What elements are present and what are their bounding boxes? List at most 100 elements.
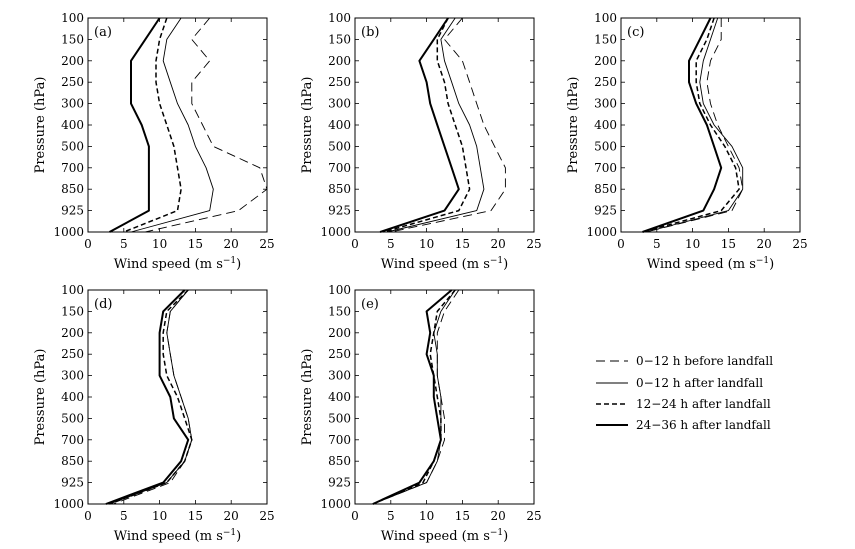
x-tick-label: 25 [792,237,807,251]
y-tick-label: 250 [328,347,351,361]
x-tick-label: 5 [120,237,128,251]
y-tick-label: 200 [594,54,617,68]
y-tick-label: 700 [594,161,617,175]
series-line-after0_12 [387,17,485,233]
legend-entry-after24-36: 24−36 h after landfall [596,418,771,432]
x-tick-label: 10 [152,237,167,251]
x-tick-label: 0 [84,237,92,251]
y-tick-label: 400 [328,390,351,404]
y-tick-label: 150 [61,32,84,46]
x-axis-label: Wind speed (m s−1) [647,256,775,272]
y-tick-label: 200 [61,326,84,340]
x-tick-label: 15 [455,509,470,523]
series-line-after24_36 [379,17,460,233]
y-tick-label: 925 [61,476,84,490]
series-line-after0_12 [372,289,456,505]
y-tick-label: 1000 [320,497,351,511]
x-axis-label: Wind speed (m s−1) [114,256,242,272]
y-tick-label: 500 [61,411,84,425]
x-axis-label: Wind speed (m s−1) [114,528,242,544]
y-axis-label: Pressure (hPa) [566,77,581,174]
y-tick-label: 925 [594,204,617,218]
legend-label-before0-12: 0−12 h before landfall [636,354,773,368]
y-tick-label: 1000 [53,497,84,511]
y-tick-label: 150 [328,304,351,318]
series-line-after24_36 [372,289,453,505]
y-tick-label: 925 [61,204,84,218]
x-tick-label: 25 [259,509,274,523]
x-tick-label: 20 [491,509,506,523]
x-tick-label: 25 [526,509,541,523]
panel-label: (b) [361,25,379,40]
series-line-after12_24 [383,17,471,233]
x-tick-label: 10 [685,237,700,251]
x-axis-label: Wind speed (m s−1) [381,256,509,272]
y-tick-label: 1000 [320,225,351,239]
x-tick-label: 25 [259,237,274,251]
series-line-before0_12 [372,289,460,505]
y-tick-label: 850 [61,182,84,196]
y-tick-label: 500 [594,139,617,153]
y-tick-label: 200 [328,326,351,340]
y-tick-label: 100 [61,283,84,297]
y-tick-label: 925 [328,204,351,218]
y-tick-label: 400 [594,118,617,132]
legend: 0−12 h before landfall 0−12 h after land… [596,354,773,432]
y-tick-label: 200 [328,54,351,68]
y-tick-label: 200 [61,54,84,68]
series-line-after0_12 [109,289,193,505]
x-tick-label: 0 [351,237,359,251]
x-tick-label: 15 [188,509,203,523]
x-tick-label: 5 [387,509,395,523]
series-line-before0_12 [112,289,193,505]
series-line-after24_36 [109,17,161,233]
x-tick-label: 20 [491,237,506,251]
panel-label: (a) [94,25,112,40]
series-line-after12_24 [109,289,193,505]
y-tick-label: 700 [328,433,351,447]
y-tick-label: 100 [61,11,84,25]
series-line-after12_24 [372,289,456,505]
x-tick-label: 15 [721,237,736,251]
plot-frame [87,17,268,233]
y-tick-label: 850 [594,182,617,196]
y-tick-label: 250 [61,347,84,361]
x-tick-label: 5 [653,237,661,251]
y-tick-label: 925 [328,476,351,490]
y-tick-label: 300 [328,97,351,111]
x-tick-label: 20 [224,509,239,523]
series-line-after0_12 [130,17,214,233]
y-tick-label: 150 [61,304,84,318]
y-tick-label: 250 [594,75,617,89]
x-tick-label: 20 [224,237,239,251]
series-line-after12_24 [123,17,182,233]
x-tick-label: 15 [188,237,203,251]
legend-label-after12-24: 12−24 h after landfall [636,397,771,411]
series-line-before0_12 [390,17,506,233]
panel-label: (e) [361,297,379,312]
x-tick-label: 10 [152,509,167,523]
x-tick-label: 15 [455,237,470,251]
y-tick-label: 400 [328,118,351,132]
panel-label: (d) [94,297,112,312]
y-tick-label: 250 [328,75,351,89]
x-tick-label: 5 [120,509,128,523]
x-tick-label: 10 [419,509,434,523]
x-tick-label: 25 [526,237,541,251]
legend-label-after24-36: 24−36 h after landfall [636,418,771,432]
y-tick-label: 850 [328,182,351,196]
y-tick-label: 300 [61,97,84,111]
legend-entry-after12-24: 12−24 h after landfall [596,397,771,411]
y-tick-label: 100 [328,11,351,25]
y-tick-label: 300 [328,369,351,383]
y-tick-label: 400 [61,390,84,404]
plot-frame [354,17,535,233]
x-tick-label: 0 [351,509,359,523]
y-tick-label: 700 [61,161,84,175]
